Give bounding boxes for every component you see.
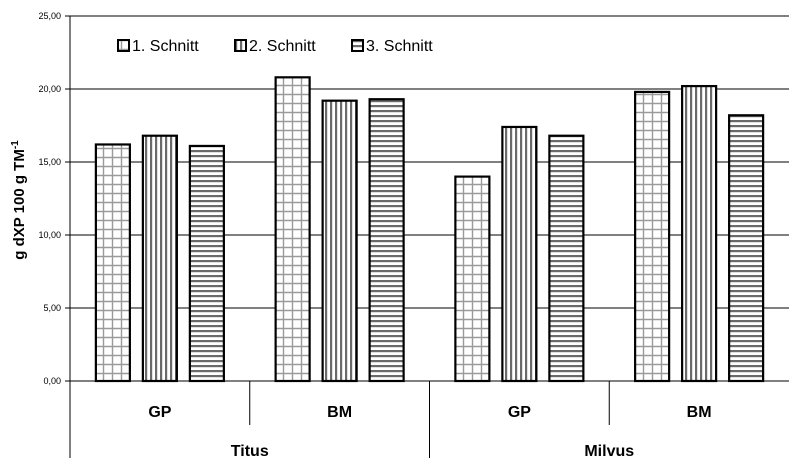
y-tick-label: 5,00	[43, 303, 61, 313]
y-axis-ticks: 0,00 5,00 10,00 15,00 20,00 25,00	[38, 11, 70, 386]
bar	[274, 76, 311, 383]
y-axis-label: g dXP 100 g TM-1	[10, 140, 28, 260]
x-tick-label: GP	[148, 404, 171, 421]
legend-swatch	[351, 39, 364, 52]
legend: 1. Schnitt 2. Schnitt 3. Schnitt	[117, 38, 433, 55]
bar	[728, 114, 765, 383]
bar	[634, 90, 671, 383]
x-group-label: Titus	[231, 443, 269, 459]
bar	[321, 99, 358, 383]
legend-label: 2. Schnitt	[249, 38, 316, 55]
bar	[368, 98, 405, 383]
y-tick-label: 15,00	[38, 157, 61, 167]
bar	[454, 175, 491, 383]
bar	[141, 134, 178, 383]
bar	[94, 143, 131, 383]
x-tick-label: BM	[687, 404, 712, 421]
y-tick-label: 0,00	[43, 376, 61, 386]
legend-swatch	[234, 39, 247, 52]
y-axis-label-text: g dXP 100 g TM	[11, 149, 28, 260]
axes	[69, 16, 789, 458]
y-axis-label-superscript: -1	[10, 140, 21, 149]
bar	[548, 134, 585, 383]
bar	[188, 144, 225, 383]
legend-label: 3. Schnitt	[366, 38, 433, 55]
x-group-label: Milvus	[584, 443, 634, 459]
bars	[94, 76, 765, 383]
bar	[681, 84, 718, 383]
y-tick-label: 25,00	[38, 11, 61, 21]
x-tick-label: BM	[327, 404, 352, 421]
y-tick-label: 10,00	[38, 230, 61, 240]
legend-label: 1. Schnitt	[132, 38, 199, 55]
bar	[501, 125, 538, 383]
legend-swatch	[117, 39, 130, 52]
x-tick-label: GP	[508, 404, 531, 421]
y-tick-label: 20,00	[38, 84, 61, 94]
x-axis-labels: GP BM GP BM Titus Milvus	[148, 404, 711, 459]
